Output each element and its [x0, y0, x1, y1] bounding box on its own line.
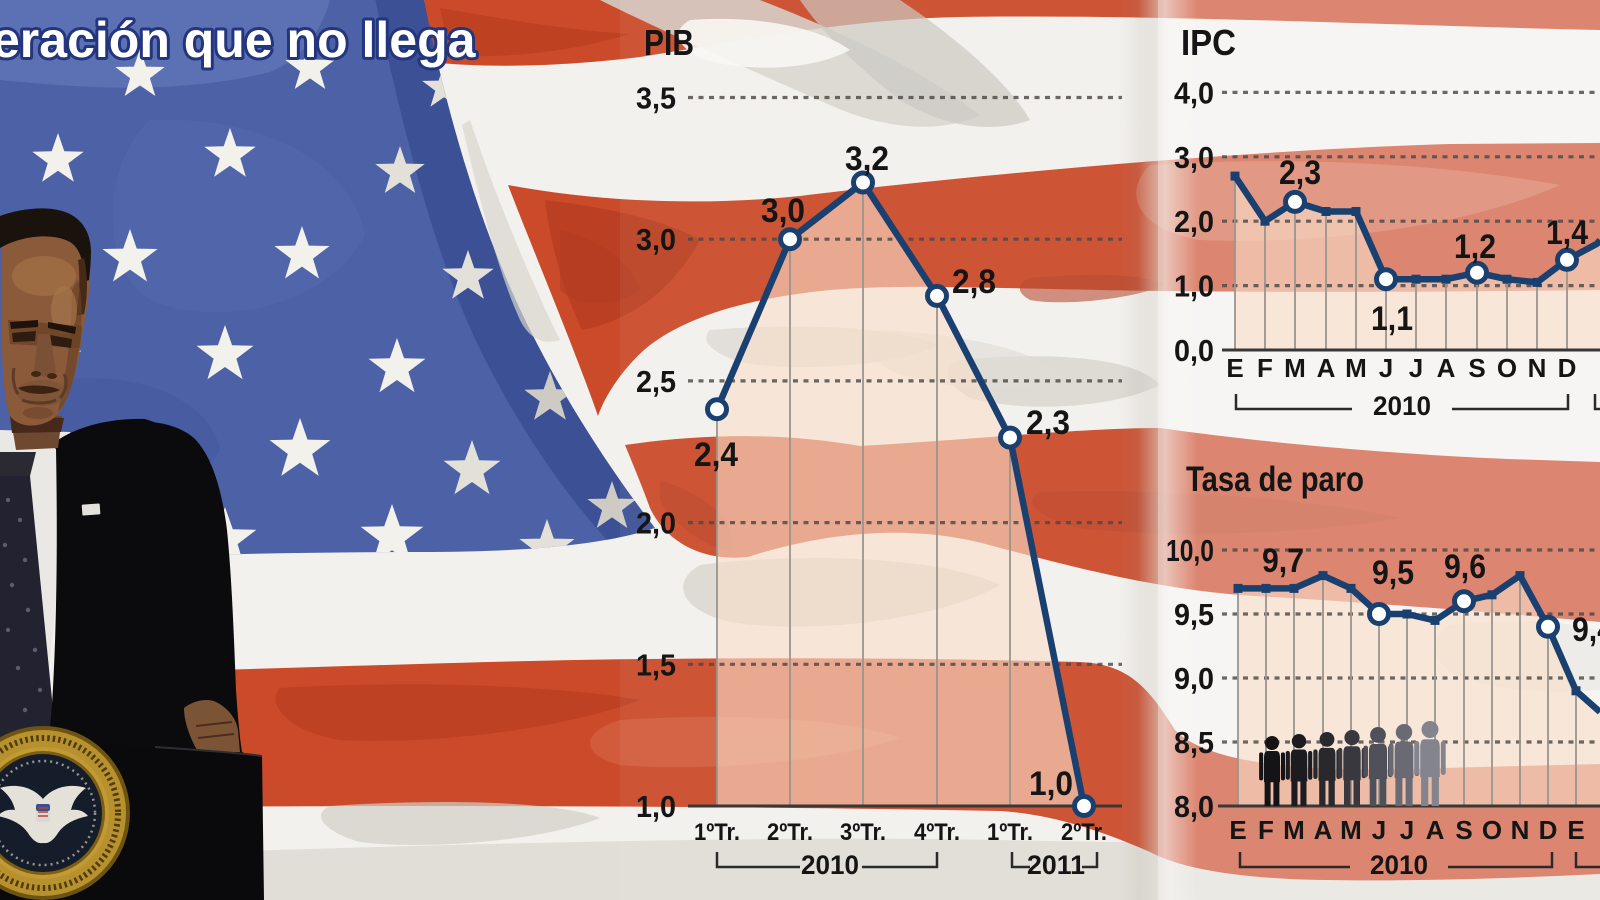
svg-text:2,0: 2,0: [636, 506, 676, 541]
svg-text:PIB: PIB: [644, 22, 694, 63]
svg-text:9,4: 9,4: [1572, 611, 1600, 649]
svg-text:9,7: 9,7: [1262, 542, 1304, 580]
svg-text:8,5: 8,5: [1174, 725, 1214, 760]
svg-text:10,0: 10,0: [1166, 533, 1214, 568]
svg-text:1,0: 1,0: [1174, 269, 1214, 304]
svg-text:9,6: 9,6: [1444, 548, 1486, 586]
svg-text:A: A: [1317, 353, 1336, 383]
svg-text:2010: 2010: [1373, 391, 1431, 421]
svg-text:J: J: [1400, 815, 1414, 845]
svg-text:1,0: 1,0: [1029, 765, 1073, 803]
svg-text:4ºTr.: 4ºTr.: [914, 819, 960, 846]
svg-text:1,0: 1,0: [636, 789, 676, 824]
svg-text:2,8: 2,8: [952, 263, 996, 301]
svg-text:A: A: [1314, 815, 1333, 845]
svg-text:M: M: [1345, 353, 1367, 383]
svg-text:M: M: [1284, 353, 1306, 383]
svg-text:IPC: IPC: [1181, 22, 1236, 63]
svg-text:E: E: [1226, 353, 1243, 383]
svg-text:9,5: 9,5: [1174, 597, 1214, 632]
svg-text:2,5: 2,5: [636, 364, 676, 399]
svg-text:D: D: [1539, 815, 1558, 845]
svg-text:3,2: 3,2: [845, 140, 889, 178]
svg-text:J: J: [1379, 353, 1393, 383]
svg-text:8,0: 8,0: [1174, 789, 1214, 824]
svg-text:M: M: [1283, 815, 1305, 845]
svg-text:4,0: 4,0: [1174, 75, 1214, 110]
svg-text:F: F: [1257, 353, 1273, 383]
svg-text:eración que no llega: eración que no llega: [0, 12, 477, 68]
svg-text:E: E: [1229, 815, 1246, 845]
svg-text:2011: 2011: [1027, 850, 1085, 880]
svg-text:2,3: 2,3: [1279, 154, 1321, 192]
svg-text:2ºTr.: 2ºTr.: [1061, 819, 1107, 846]
svg-text:9,5: 9,5: [1372, 554, 1414, 592]
svg-text:3,5: 3,5: [636, 81, 676, 116]
svg-text:M: M: [1340, 815, 1362, 845]
svg-text:A: A: [1426, 815, 1445, 845]
svg-text:2010: 2010: [1370, 850, 1428, 880]
svg-text:1ºTr.: 1ºTr.: [694, 819, 740, 846]
svg-text:1,1: 1,1: [1371, 300, 1413, 338]
svg-text:E: E: [1567, 815, 1584, 845]
svg-text:3,0: 3,0: [636, 222, 676, 257]
svg-text:2,4: 2,4: [694, 436, 738, 474]
svg-text:0,0: 0,0: [1174, 333, 1214, 368]
svg-text:3ºTr.: 3ºTr.: [840, 819, 886, 846]
svg-text:J: J: [1409, 353, 1423, 383]
svg-text:3,0: 3,0: [1174, 140, 1214, 175]
svg-text:3,0: 3,0: [761, 192, 805, 230]
svg-text:N: N: [1528, 353, 1547, 383]
svg-text:1,2: 1,2: [1454, 228, 1496, 266]
svg-text:N: N: [1511, 815, 1530, 845]
svg-text:A: A: [1437, 353, 1456, 383]
svg-text:J: J: [1372, 815, 1386, 845]
svg-text:2,3: 2,3: [1026, 404, 1070, 442]
svg-text:1,5: 1,5: [636, 647, 676, 682]
svg-text:2010: 2010: [801, 850, 859, 880]
svg-text:9,0: 9,0: [1174, 661, 1214, 696]
svg-text:O: O: [1482, 815, 1502, 845]
svg-text:2,0: 2,0: [1174, 204, 1214, 239]
svg-text:1,4: 1,4: [1546, 214, 1588, 252]
svg-text:Tasa de paro: Tasa de paro: [1186, 460, 1364, 499]
svg-text:D: D: [1558, 353, 1577, 383]
svg-text:O: O: [1497, 353, 1517, 383]
svg-text:1ºTr.: 1ºTr.: [987, 819, 1033, 846]
svg-text:S: S: [1468, 353, 1485, 383]
svg-text:F: F: [1258, 815, 1274, 845]
svg-text:2ºTr.: 2ºTr.: [767, 819, 813, 846]
svg-text:S: S: [1455, 815, 1472, 845]
